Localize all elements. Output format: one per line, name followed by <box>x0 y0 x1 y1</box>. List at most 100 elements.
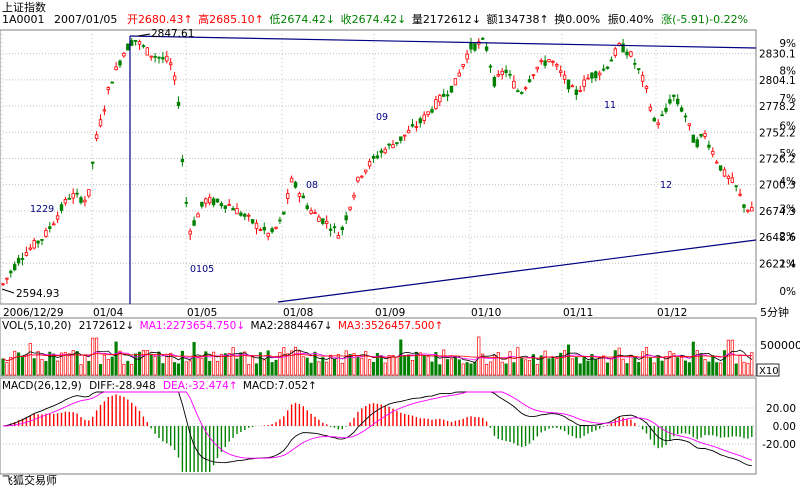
percent-tick-label: 4% <box>779 176 796 188</box>
candle-body <box>465 53 469 60</box>
candle-body <box>422 114 426 121</box>
volume-bar <box>297 350 301 376</box>
volume-bar <box>336 354 340 376</box>
volume-bar <box>364 351 368 376</box>
candle-body <box>141 45 146 47</box>
candle-body <box>192 220 196 226</box>
candle-body <box>430 109 434 113</box>
volume-scale-box[interactable] <box>756 363 780 377</box>
candle-body <box>356 176 360 182</box>
candle-body <box>153 55 157 58</box>
candle-body <box>16 257 21 264</box>
arrow-down-icon: ↓ <box>324 320 333 332</box>
volume-bar <box>652 362 656 376</box>
volume-bar <box>215 360 220 376</box>
candle-body <box>176 101 181 106</box>
candle-body <box>114 66 118 71</box>
volume-bar <box>711 355 715 376</box>
vol-ma3-name: MA3 <box>338 320 361 332</box>
candle-body <box>652 117 656 122</box>
candle-body <box>317 216 321 222</box>
candle-body <box>414 126 419 128</box>
change-value: (-5.91)-0.22% <box>672 13 748 26</box>
candle-body <box>418 118 422 124</box>
candle-body <box>126 43 130 51</box>
candle-body <box>562 74 567 80</box>
time-tick-label: 01/12 <box>657 307 687 319</box>
candle-body <box>461 64 465 67</box>
candle-body <box>254 222 259 229</box>
time-tick-label: 2006/12/29 <box>3 307 64 319</box>
volume-bar <box>1 358 5 376</box>
volume-bar <box>24 354 28 376</box>
volume-bar <box>563 350 567 376</box>
volume-bar <box>535 364 539 376</box>
volume-bar <box>325 361 329 376</box>
dea-value: -32.474 <box>188 380 229 392</box>
volume-bar <box>251 355 255 376</box>
volume-bar <box>59 352 64 376</box>
volume-bar <box>98 364 103 376</box>
low-marker-label: 2594.93 <box>16 288 59 300</box>
candle-body <box>48 226 52 229</box>
candle-body <box>746 209 750 212</box>
volume-bar <box>157 351 161 376</box>
candle-body <box>707 144 711 148</box>
volume-bar <box>266 350 270 376</box>
candle-body <box>598 72 602 76</box>
volume-bar <box>165 356 169 376</box>
volume-bar <box>161 363 165 376</box>
candle-body <box>196 213 200 218</box>
price-tick-label: 2648.6 <box>759 232 796 244</box>
volume-bar <box>9 356 13 376</box>
volume-bar <box>641 351 645 376</box>
volume-bar <box>676 357 680 376</box>
candle-body <box>282 211 286 215</box>
volume-bar <box>13 350 17 376</box>
volume-bar <box>508 351 512 376</box>
candle-body <box>332 226 337 229</box>
volume-value: 2172612 <box>423 13 472 26</box>
macd-histogram <box>6 394 753 472</box>
volume-bar <box>83 355 87 376</box>
candle-body <box>258 229 263 231</box>
candle-body <box>535 66 539 70</box>
candle-body <box>504 69 508 74</box>
volume-bar <box>176 363 181 376</box>
candlestick-series <box>1 36 754 286</box>
volume-bar <box>52 353 56 376</box>
volume-bar <box>196 357 200 376</box>
candle-body <box>204 198 208 204</box>
candle-body <box>40 239 44 241</box>
candle-body <box>715 161 719 164</box>
candle-body <box>352 194 356 198</box>
volume-bar <box>500 361 504 376</box>
candle-body <box>648 106 653 111</box>
candle-body <box>188 230 192 235</box>
close-value: 2674.42 <box>352 13 398 26</box>
candle-body <box>594 71 598 79</box>
candle-body <box>227 204 231 206</box>
volume-bar <box>387 355 391 376</box>
candle-body <box>640 74 645 82</box>
open-label: 开 <box>127 13 138 26</box>
candle-body <box>5 277 9 280</box>
candle-body <box>570 85 575 88</box>
candle-body <box>83 199 87 203</box>
volume-bar <box>293 346 298 376</box>
candle-body <box>547 59 551 63</box>
close-label: 收 <box>341 12 352 26</box>
candle-body <box>231 207 235 211</box>
volume-bar <box>442 349 446 376</box>
candle-body <box>512 80 516 89</box>
macd-panel-frame <box>0 377 757 475</box>
period-label[interactable]: 5分钟 <box>760 305 789 319</box>
volume-bar <box>399 339 403 376</box>
volume-bar <box>223 353 227 376</box>
candle-body <box>98 119 103 127</box>
percent-tick-label: 1% <box>779 258 796 270</box>
volume-bar <box>613 350 617 376</box>
vol-ma1-name: MA1 <box>140 320 163 332</box>
